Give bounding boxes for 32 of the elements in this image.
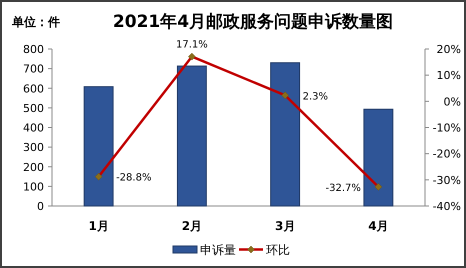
y2-tick-label: 20% (436, 43, 461, 56)
x-tick-label: 3月 (274, 219, 296, 233)
x-tick-label: 4月 (368, 219, 389, 233)
legend-label: 申诉量 (200, 243, 236, 257)
legend-label: 环比 (266, 243, 290, 257)
y2-tick-label: -10% (432, 122, 461, 134)
y-tick-label: 800 (23, 43, 44, 56)
y-tick-label: 200 (23, 160, 44, 174)
chart-title: 2021年4月邮政服务问题申诉数量图 (112, 12, 394, 32)
y2-tick-label: -40% (432, 200, 461, 213)
y-tick-label: 500 (23, 102, 44, 115)
data-label: -28.8% (116, 172, 152, 184)
y-tick-label: 600 (23, 82, 44, 96)
data-label: 2.3% (302, 91, 328, 102)
data-label: -32.7% (326, 182, 361, 194)
y2-tick-label: 10% (436, 69, 461, 82)
y-tick-label: 0 (37, 200, 44, 213)
bar (176, 66, 207, 206)
y-tick-label: 300 (23, 141, 44, 154)
bar (84, 86, 114, 206)
y-tick-label: 400 (23, 122, 44, 134)
x-tick-label: 1月 (88, 219, 109, 233)
data-label: 17.1% (176, 40, 208, 51)
text: 单位：件 (11, 15, 60, 29)
y-tick-label: 100 (23, 180, 44, 194)
bar (363, 108, 394, 206)
bar (270, 62, 300, 206)
y2-tick-label: -20% (432, 148, 461, 161)
y2-tick-label: -30% (432, 174, 461, 187)
y2-tick-label: 0% (444, 95, 461, 108)
x-tick-label: 2月 (182, 219, 202, 233)
y-tick-label: 700 (23, 62, 44, 76)
